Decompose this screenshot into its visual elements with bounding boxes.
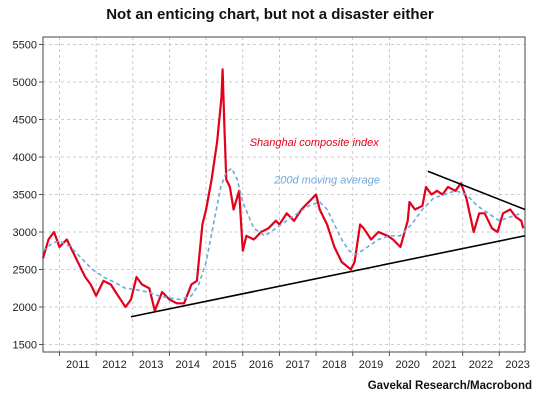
y-tick-label: 1500 — [13, 340, 37, 352]
shanghai-composite-line — [41, 68, 525, 312]
moving-average-line — [42, 167, 522, 301]
x-tick-label: 2023 — [505, 359, 529, 371]
y-tick-label: 3500 — [13, 190, 37, 202]
support-trendline — [130, 234, 526, 318]
x-tick-label: 2011 — [66, 359, 90, 371]
chart-title: Not an enticing chart, but not a disaste… — [106, 6, 434, 23]
x-tick-label: 2020 — [395, 359, 419, 371]
x-tick-label: 2017 — [286, 359, 310, 371]
x-tick-label: 2018 — [322, 359, 346, 371]
x-tick-label: 2015 — [212, 359, 236, 371]
plot-frame — [42, 36, 526, 353]
x-tick-label: 2013 — [139, 359, 163, 371]
series-label-moving-average: 200d moving average — [273, 174, 380, 186]
x-tick-label: 2014 — [176, 359, 200, 371]
y-tick-label: 5000 — [13, 77, 37, 89]
y-tick-label: 5500 — [13, 40, 37, 52]
y-tick-label: 3000 — [13, 227, 37, 239]
x-tick-label: 2016 — [249, 359, 273, 371]
y-tick-label: 2000 — [13, 302, 37, 314]
y-tick-label: 4000 — [13, 152, 37, 164]
series-label-shanghai: Shanghai composite index — [250, 137, 380, 149]
y-tick-label: 4500 — [13, 115, 37, 127]
x-tick-label: 2012 — [102, 359, 126, 371]
x-tick-label: 2019 — [359, 359, 383, 371]
y-tick-label: 2500 — [13, 265, 37, 277]
x-tick-label: 2022 — [469, 359, 493, 371]
resistance-trendline — [427, 170, 526, 211]
x-tick-label: 2021 — [432, 359, 456, 371]
source-label: Gavekal Research/Macrobond — [367, 380, 532, 392]
